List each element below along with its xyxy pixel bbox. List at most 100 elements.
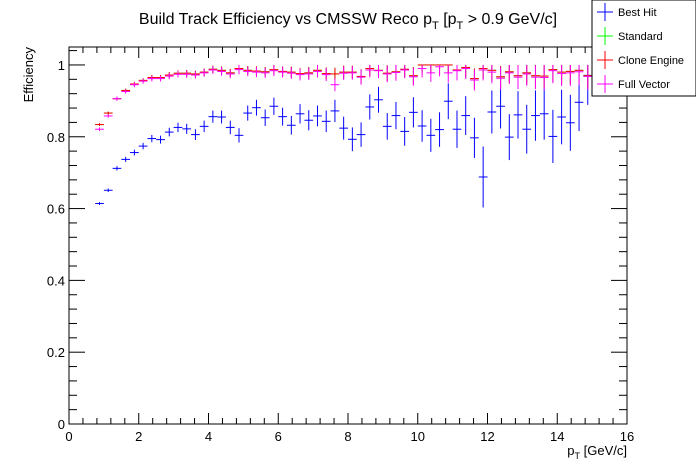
data-point [478,64,488,81]
legend: Best Hit Standard Clone Engine Full Vector [591,0,696,97]
legend-entry: Full Vector [597,75,670,93]
data-point [164,72,174,80]
y-tick-label: 1 [58,58,65,73]
data-point [531,90,540,141]
data-point [391,101,401,130]
data-point [435,64,444,77]
data-point [156,75,165,82]
data-point [225,120,235,135]
legend-label: Clone Engine [618,55,684,67]
data-point [557,64,566,87]
data-point [130,82,139,88]
data-point [278,107,287,126]
y-tick-label: 0.4 [47,273,65,288]
data-point [147,75,157,82]
data-point [321,110,331,133]
data-point [348,127,357,152]
data-point [234,64,244,75]
data-point [426,64,436,82]
data-point [112,166,122,171]
data-point [496,83,505,129]
data-point [487,90,497,134]
data-point [461,96,471,135]
data-point [182,70,192,78]
data-point [522,104,532,154]
data-point [234,128,244,143]
axis-ticks: 0 2 4 6 8 10 12 14 16 0 0.2 0.4 0.6 0.8 1 [47,47,634,444]
data-point [252,99,261,116]
data-point [417,64,427,78]
legend-label: Best Hit [618,7,657,19]
data-point [400,64,410,79]
data-point [382,113,392,140]
data-point [217,110,226,124]
data-point [103,188,113,193]
data-point [452,110,462,148]
data-point [531,65,540,90]
data-point [374,86,383,113]
data-point [339,116,348,140]
data-point [295,68,305,81]
data-point [199,68,209,77]
data-point [103,111,113,115]
data-point [513,65,523,90]
data-point [225,69,235,79]
x-tick-label: 6 [275,429,282,444]
x-tick-label: 10 [411,429,425,444]
data-point [121,89,131,94]
y-tick-label: 0.6 [47,202,65,217]
data-point [374,64,383,79]
data-point [356,69,366,85]
data-point [583,64,593,90]
data-point [95,127,104,132]
data-point [182,123,192,134]
data-point [565,94,575,151]
data-point [173,122,183,133]
y-tick-label: 0.8 [47,130,65,145]
x-tick-label: 8 [344,429,351,444]
data-point [426,118,436,152]
data-point [348,66,357,80]
data-point [217,67,226,76]
data-point [95,123,104,126]
data-point [252,67,261,78]
plot-frame [68,46,628,425]
data-point [164,127,174,137]
data-point [539,64,549,91]
legend-entry: Best Hit [597,3,657,21]
data-point [356,122,366,147]
data-point [365,64,375,78]
y-tick-label: 0 [58,417,65,432]
data-point [138,142,148,150]
series-full-vector [95,64,593,132]
x-tick-label: 14 [550,429,564,444]
series-best-hit [95,64,593,208]
data-point [130,149,139,156]
legend-entry: Standard [597,27,663,45]
data-point [539,87,549,140]
data-point [295,104,305,124]
data-point [365,94,375,120]
data-point [286,67,296,79]
x-tick-label: 4 [205,429,212,444]
data-point [156,135,165,144]
data-point [103,114,113,118]
data-point [461,64,471,79]
data-point [443,64,453,83]
data-point [400,117,410,146]
data-point [417,110,427,142]
legend-label: Full Vector [618,79,670,91]
data-point [504,114,514,161]
data-point [269,97,279,115]
data-point [286,115,296,135]
data-point [548,109,558,163]
x-tick-label: 0 [65,429,72,444]
data-point [470,69,479,91]
x-tick-label: 2 [135,429,142,444]
data-point [278,66,287,78]
data-point [504,64,514,84]
data-point [191,71,200,79]
data-marks [95,64,593,208]
data-point [478,146,488,208]
